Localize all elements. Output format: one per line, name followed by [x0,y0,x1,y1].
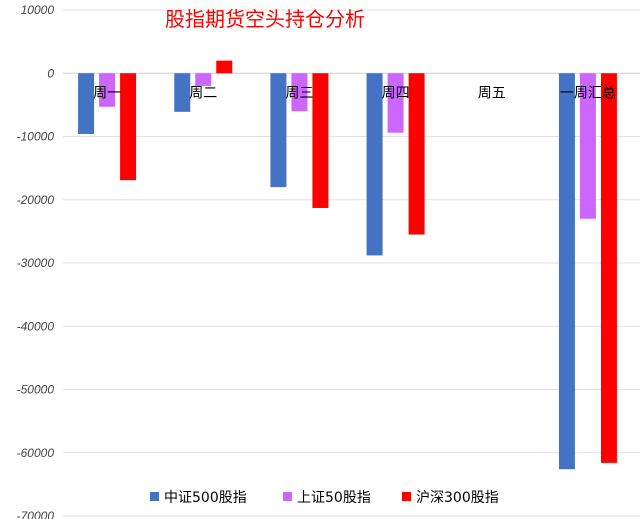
chart-title: 股指期货空头持仓分析 [165,7,365,31]
legend-label: 上证50股指 [297,490,371,506]
category-label: 周三 [285,85,313,101]
category-label: 周一 [93,85,121,101]
bars [78,60,617,470]
x-axis-categories: 周一 周二 周三 周四 周五 一周汇总 [93,85,616,101]
bar [78,73,95,134]
bar [366,73,383,256]
legend-label: 中证500股指 [164,490,247,506]
bar [120,73,137,181]
category-label: 一周汇总 [560,85,616,101]
bar [387,73,404,133]
category-label: 周四 [382,85,410,101]
legend-swatch [283,492,292,501]
y-tick-label: -40000 [17,319,55,333]
y-tick-label: 0 [47,66,54,80]
y-axis-ticks: 10000 0 -10000 -20000 -30000 -40000 -50000 -600… [17,3,55,519]
y-tick-label: -50000 [17,383,55,397]
y-tick-label: -20000 [17,193,55,207]
bar [558,73,575,470]
legend-item: 沪深300股指 [402,490,499,506]
bar [579,73,596,219]
y-tick-label: 10000 [21,3,55,17]
legend-label: 沪深300股指 [416,490,499,506]
bar [195,73,212,86]
legend-item: 上证50股指 [283,490,371,506]
legend-swatch [402,492,411,501]
legend-item: 中证500股指 [150,490,247,506]
legend-swatch [150,492,159,501]
y-tick-label: -60000 [17,446,55,460]
y-tick-label: -30000 [17,256,55,270]
bar [408,73,425,235]
gridlines [63,9,640,517]
y-tick-label: -70000 [17,509,55,519]
bar [600,73,617,463]
category-label: 周二 [189,85,217,101]
y-tick-label: -10000 [17,130,55,144]
bar [99,73,116,107]
bar [270,73,287,188]
bar [174,73,191,112]
legend: 中证500股指 上证50股指 沪深300股指 [150,490,499,506]
bar [312,73,329,208]
bar [291,73,308,112]
bar [216,60,233,74]
category-label: 周五 [478,85,506,101]
